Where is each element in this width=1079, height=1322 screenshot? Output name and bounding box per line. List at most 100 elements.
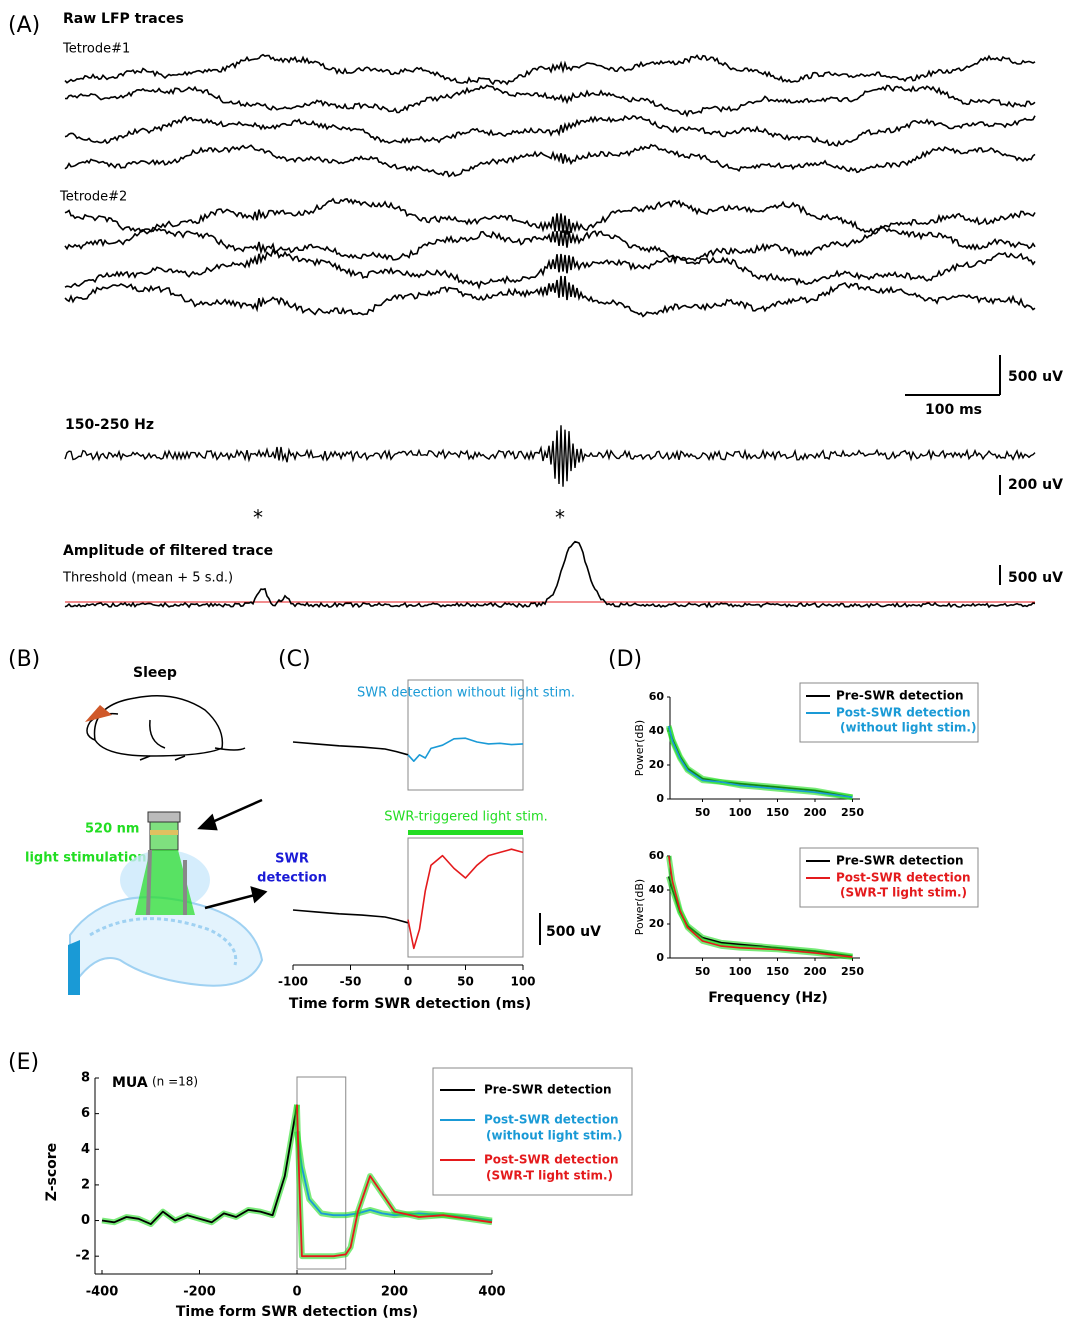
filter-title: 150-250 Hz: [65, 417, 154, 433]
chart-title: SWR-triggered light stim.: [384, 810, 548, 825]
window-box: [407, 679, 524, 791]
line: [407, 848, 524, 950]
y-tick-label: 2: [81, 1177, 90, 1192]
line: [292, 741, 409, 756]
x-tick-label: 50: [457, 975, 474, 989]
n-label: (n =18): [152, 1075, 198, 1089]
legend-label: (SWR-T light stim.): [840, 886, 967, 900]
x-tick-label: 0: [292, 1285, 301, 1300]
lfp-trace: [64, 84, 1036, 118]
line-band: [101, 1104, 300, 1227]
tetrode-label: Tetrode#1: [62, 42, 130, 57]
x-tick-label: 200: [381, 1285, 408, 1300]
panel-label: (D): [608, 647, 642, 672]
y-axis-title: Z-score: [44, 1143, 60, 1201]
panel-title: Raw LFP traces: [63, 11, 184, 27]
legend-label: (without light stim.): [486, 1129, 622, 1143]
panel-label: (C): [278, 647, 311, 672]
x-axis-title: Time form SWR detection (ms): [176, 1304, 418, 1320]
x-tick-label: 100: [510, 975, 535, 989]
x-tick-label: -400: [86, 1285, 119, 1300]
arrows: [197, 798, 268, 910]
y-axis-title: Power(dB): [633, 879, 646, 935]
y-tick-label: 4: [81, 1142, 90, 1157]
window-box: [407, 837, 524, 958]
x-tick-label: 200: [804, 806, 827, 819]
threshold-label: Threshold (mean + 5 s.d.): [62, 571, 233, 586]
y-axis-title: Power(dB): [633, 720, 646, 776]
x-tick-label: 100: [729, 806, 752, 819]
y-tick-label: 60: [649, 849, 665, 862]
y-tick-label: 20: [649, 917, 665, 930]
amp-title: Amplitude of filtered trace: [63, 543, 273, 559]
legend-label: Post-SWR detection: [836, 706, 971, 720]
mouse-ear: [85, 705, 112, 722]
y-tick-label: -2: [76, 1249, 90, 1264]
y-tick-label: 0: [656, 792, 664, 805]
line: [101, 1104, 298, 1225]
x-tick-label: 100: [729, 965, 752, 978]
line: [668, 725, 853, 799]
x-tick-label: -200: [183, 1285, 216, 1300]
tetrode-label: Tetrode#2: [59, 190, 127, 205]
lfp-trace: [64, 115, 1036, 147]
star: *: [555, 506, 565, 530]
panel-label: (B): [8, 647, 40, 672]
x-tick-label: 250: [841, 965, 864, 978]
legend-label: Pre-SWR detection: [836, 854, 963, 868]
y-tick-label: 20: [649, 758, 665, 771]
y-tick-label: 8: [81, 1071, 90, 1086]
legend-label: (without light stim.): [840, 721, 976, 735]
x-tick-label: 150: [766, 965, 789, 978]
x-tick-label: 250: [841, 806, 864, 819]
stim-label: light stimulation: [25, 851, 147, 866]
scale-label: 100 ms: [925, 402, 982, 418]
x-tick-label: 150: [766, 806, 789, 819]
y-tick-label: 40: [649, 724, 665, 737]
lfp-trace: [64, 248, 1036, 290]
legend-label: (SWR-T light stim.): [486, 1169, 613, 1183]
mouse-drawing: [86, 695, 246, 761]
y-tick-label: 0: [81, 1213, 90, 1228]
chart-title: MUA: [112, 1075, 148, 1091]
amplitude-trace: [64, 540, 1036, 609]
stim-label: 520 nm: [85, 822, 139, 837]
chart-title: SWR detection without light stim.: [357, 686, 575, 701]
lfp-trace: [64, 143, 1036, 178]
scale-label: 200 uV: [1008, 477, 1063, 493]
state-label: Sleep: [133, 665, 177, 681]
y-tick-label: 6: [81, 1106, 90, 1121]
x-axis-title: Frequency (Hz): [708, 990, 827, 1006]
x-tick-label: 50: [695, 806, 711, 819]
detection-label: SWR: [275, 852, 309, 867]
scale-label: 500 uV: [1008, 369, 1063, 385]
legend-label: Post-SWR detection: [836, 871, 971, 885]
x-tick-label: 400: [478, 1285, 505, 1300]
legend-label: Pre-SWR detection: [484, 1083, 611, 1097]
y-tick-label: 40: [649, 883, 665, 896]
x-tick-label: -50: [340, 975, 362, 989]
legend-label: Post-SWR detection: [484, 1113, 619, 1127]
line: [292, 909, 409, 924]
y-tick-label: 60: [649, 690, 665, 703]
x-tick-label: 50: [695, 965, 711, 978]
line: [407, 737, 524, 762]
line: [296, 1104, 493, 1258]
panel-label: (E): [8, 1050, 39, 1075]
legend-label: Post-SWR detection: [484, 1153, 619, 1167]
line: [668, 855, 853, 958]
x-tick-label: 200: [804, 965, 827, 978]
scale-label: 500 uV: [546, 924, 601, 940]
star: *: [253, 506, 263, 530]
filtered-trace: [64, 425, 1036, 487]
x-tick-label: -100: [278, 975, 308, 989]
lfp-trace: [64, 275, 1036, 318]
panel-label: (A): [8, 13, 40, 38]
x-tick-label: 0: [404, 975, 412, 989]
legend-label: Pre-SWR detection: [836, 689, 963, 703]
scale-label: 500 uV: [1008, 570, 1063, 586]
detection-label: detection: [257, 871, 327, 886]
y-tick-label: 0: [656, 951, 664, 964]
lfp-trace: [64, 53, 1036, 86]
